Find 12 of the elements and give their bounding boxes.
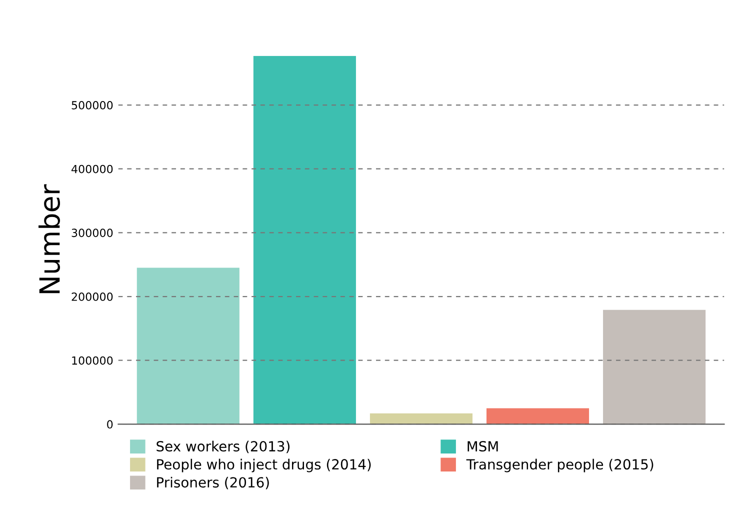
legend-label: MSM — [468, 441, 498, 452]
y-tick-label: 100000 — [72, 356, 113, 365]
legend-label: Transgender people (2015) — [466, 458, 654, 472]
legend-label: Prisoners (2016) — [157, 476, 269, 490]
y-tick-label: 300000 — [72, 228, 113, 238]
y-tick-label: 500000 — [72, 101, 113, 110]
y-tick-label: 200000 — [72, 292, 113, 301]
legend-label: Sex workers (2013) — [156, 440, 290, 454]
y-tick-label: 400000 — [72, 164, 113, 174]
legend-label: People who inject drugs (2014) — [157, 458, 371, 472]
y-tick-label: 0 — [107, 420, 113, 429]
y-axis-title: Number — [38, 184, 60, 294]
